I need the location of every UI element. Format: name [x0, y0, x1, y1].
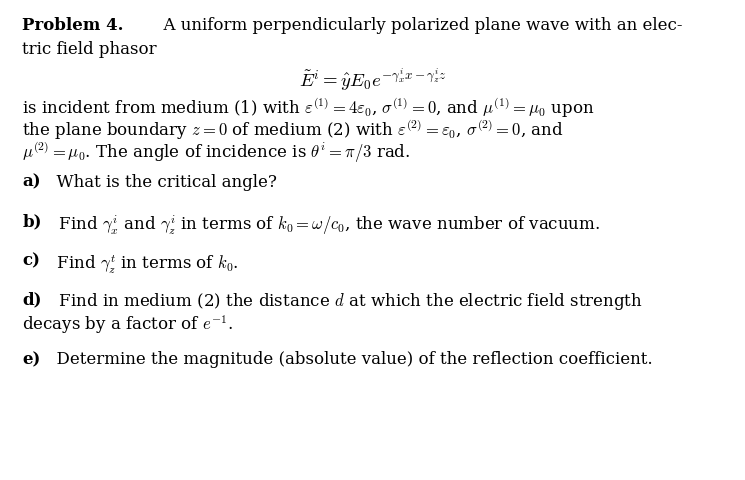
Text: $\tilde{E}^i = \hat{y}E_0e^{-\gamma_x^i x-\gamma_z^i z}$: $\tilde{E}^i = \hat{y}E_0e^{-\gamma_x^i … [299, 66, 446, 93]
Text: decays by a factor of $e^{-1}$.: decays by a factor of $e^{-1}$. [22, 313, 233, 336]
Text: Find in medium (2) the distance $d$ at which the electric field strength: Find in medium (2) the distance $d$ at w… [48, 291, 642, 312]
Text: A uniform perpendicularly polarized plane wave with an elec-: A uniform perpendicularly polarized plan… [153, 17, 683, 34]
Text: b): b) [22, 213, 42, 230]
Text: Determine the magnitude (absolute value) of the reflection coefficient.: Determine the magnitude (absolute value)… [46, 351, 653, 368]
Text: $\mu^{(2)} = \mu_0$. The angle of incidence is $\theta^i = \pi/3$ rad.: $\mu^{(2)} = \mu_0$. The angle of incide… [22, 140, 410, 165]
Text: e): e) [22, 351, 41, 368]
Text: is incident from medium (1) with $\varepsilon^{(1)} = 4\varepsilon_0$, $\sigma^{: is incident from medium (1) with $\varep… [22, 96, 595, 120]
Text: c): c) [22, 252, 40, 269]
Text: Problem 4.: Problem 4. [22, 17, 124, 34]
Text: What is the critical angle?: What is the critical angle? [46, 174, 277, 191]
Text: Find $\gamma_x^i$ and $\gamma_z^i$ in terms of $k_0 = \omega/c_0$, the wave numb: Find $\gamma_x^i$ and $\gamma_z^i$ in te… [48, 213, 600, 237]
Text: Find $\gamma_z^t$ in terms of $k_0$.: Find $\gamma_z^t$ in terms of $k_0$. [45, 252, 238, 276]
Text: d): d) [22, 291, 42, 308]
Text: a): a) [22, 174, 41, 191]
Text: the plane boundary $z = 0$ of medium (2) with $\varepsilon^{(2)} = \varepsilon_0: the plane boundary $z = 0$ of medium (2)… [22, 118, 564, 142]
Text: tric field phasor: tric field phasor [22, 41, 157, 58]
